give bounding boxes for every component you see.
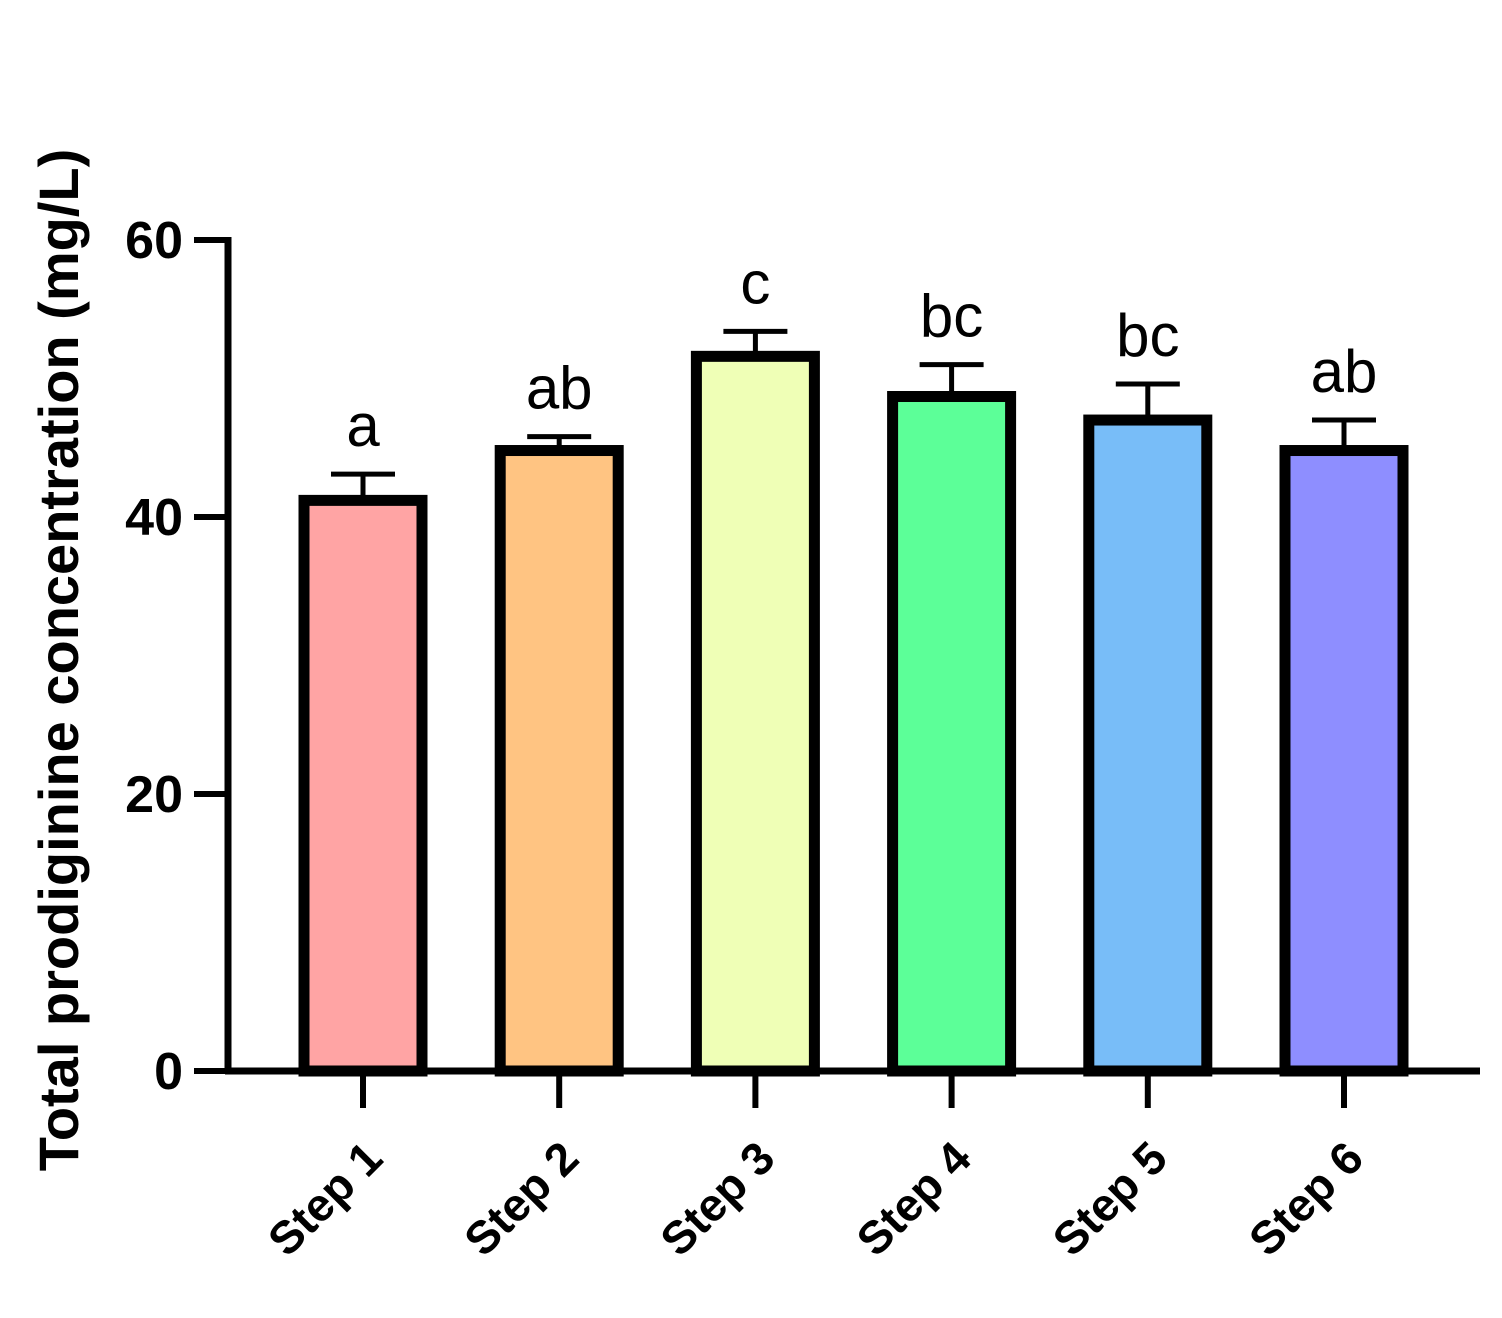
y-tick-label: 40 bbox=[125, 489, 183, 547]
significance-label: a bbox=[346, 392, 380, 459]
significance-label: ab bbox=[1311, 338, 1378, 405]
bar bbox=[1279, 445, 1409, 1077]
significance-label: bc bbox=[1116, 302, 1179, 369]
x-tick-label: Step 6 bbox=[1239, 1131, 1373, 1265]
x-tick-label: Step 3 bbox=[650, 1131, 784, 1265]
bar bbox=[887, 391, 1017, 1077]
y-tick-label: 20 bbox=[125, 766, 183, 824]
significance-label: bc bbox=[920, 283, 983, 350]
bars-group: a ab c bc bc ab bbox=[298, 249, 1409, 1077]
x-tick-label: Step 1 bbox=[258, 1131, 392, 1265]
x-tick-label: Step 5 bbox=[1042, 1131, 1176, 1265]
bar bbox=[690, 350, 820, 1077]
bar bbox=[1083, 414, 1213, 1077]
x-tick-label: Step 2 bbox=[454, 1131, 588, 1265]
significance-label: c bbox=[740, 249, 770, 316]
x-tick-label: Step 4 bbox=[846, 1131, 981, 1266]
bar bbox=[494, 445, 624, 1077]
y-axis-label: Total prodiginine concentration (mg/L) bbox=[27, 149, 90, 1171]
bar bbox=[298, 494, 428, 1077]
y-tick-label: 0 bbox=[154, 1043, 183, 1101]
significance-label: ab bbox=[526, 355, 593, 422]
y-tick-label: 60 bbox=[125, 212, 183, 270]
